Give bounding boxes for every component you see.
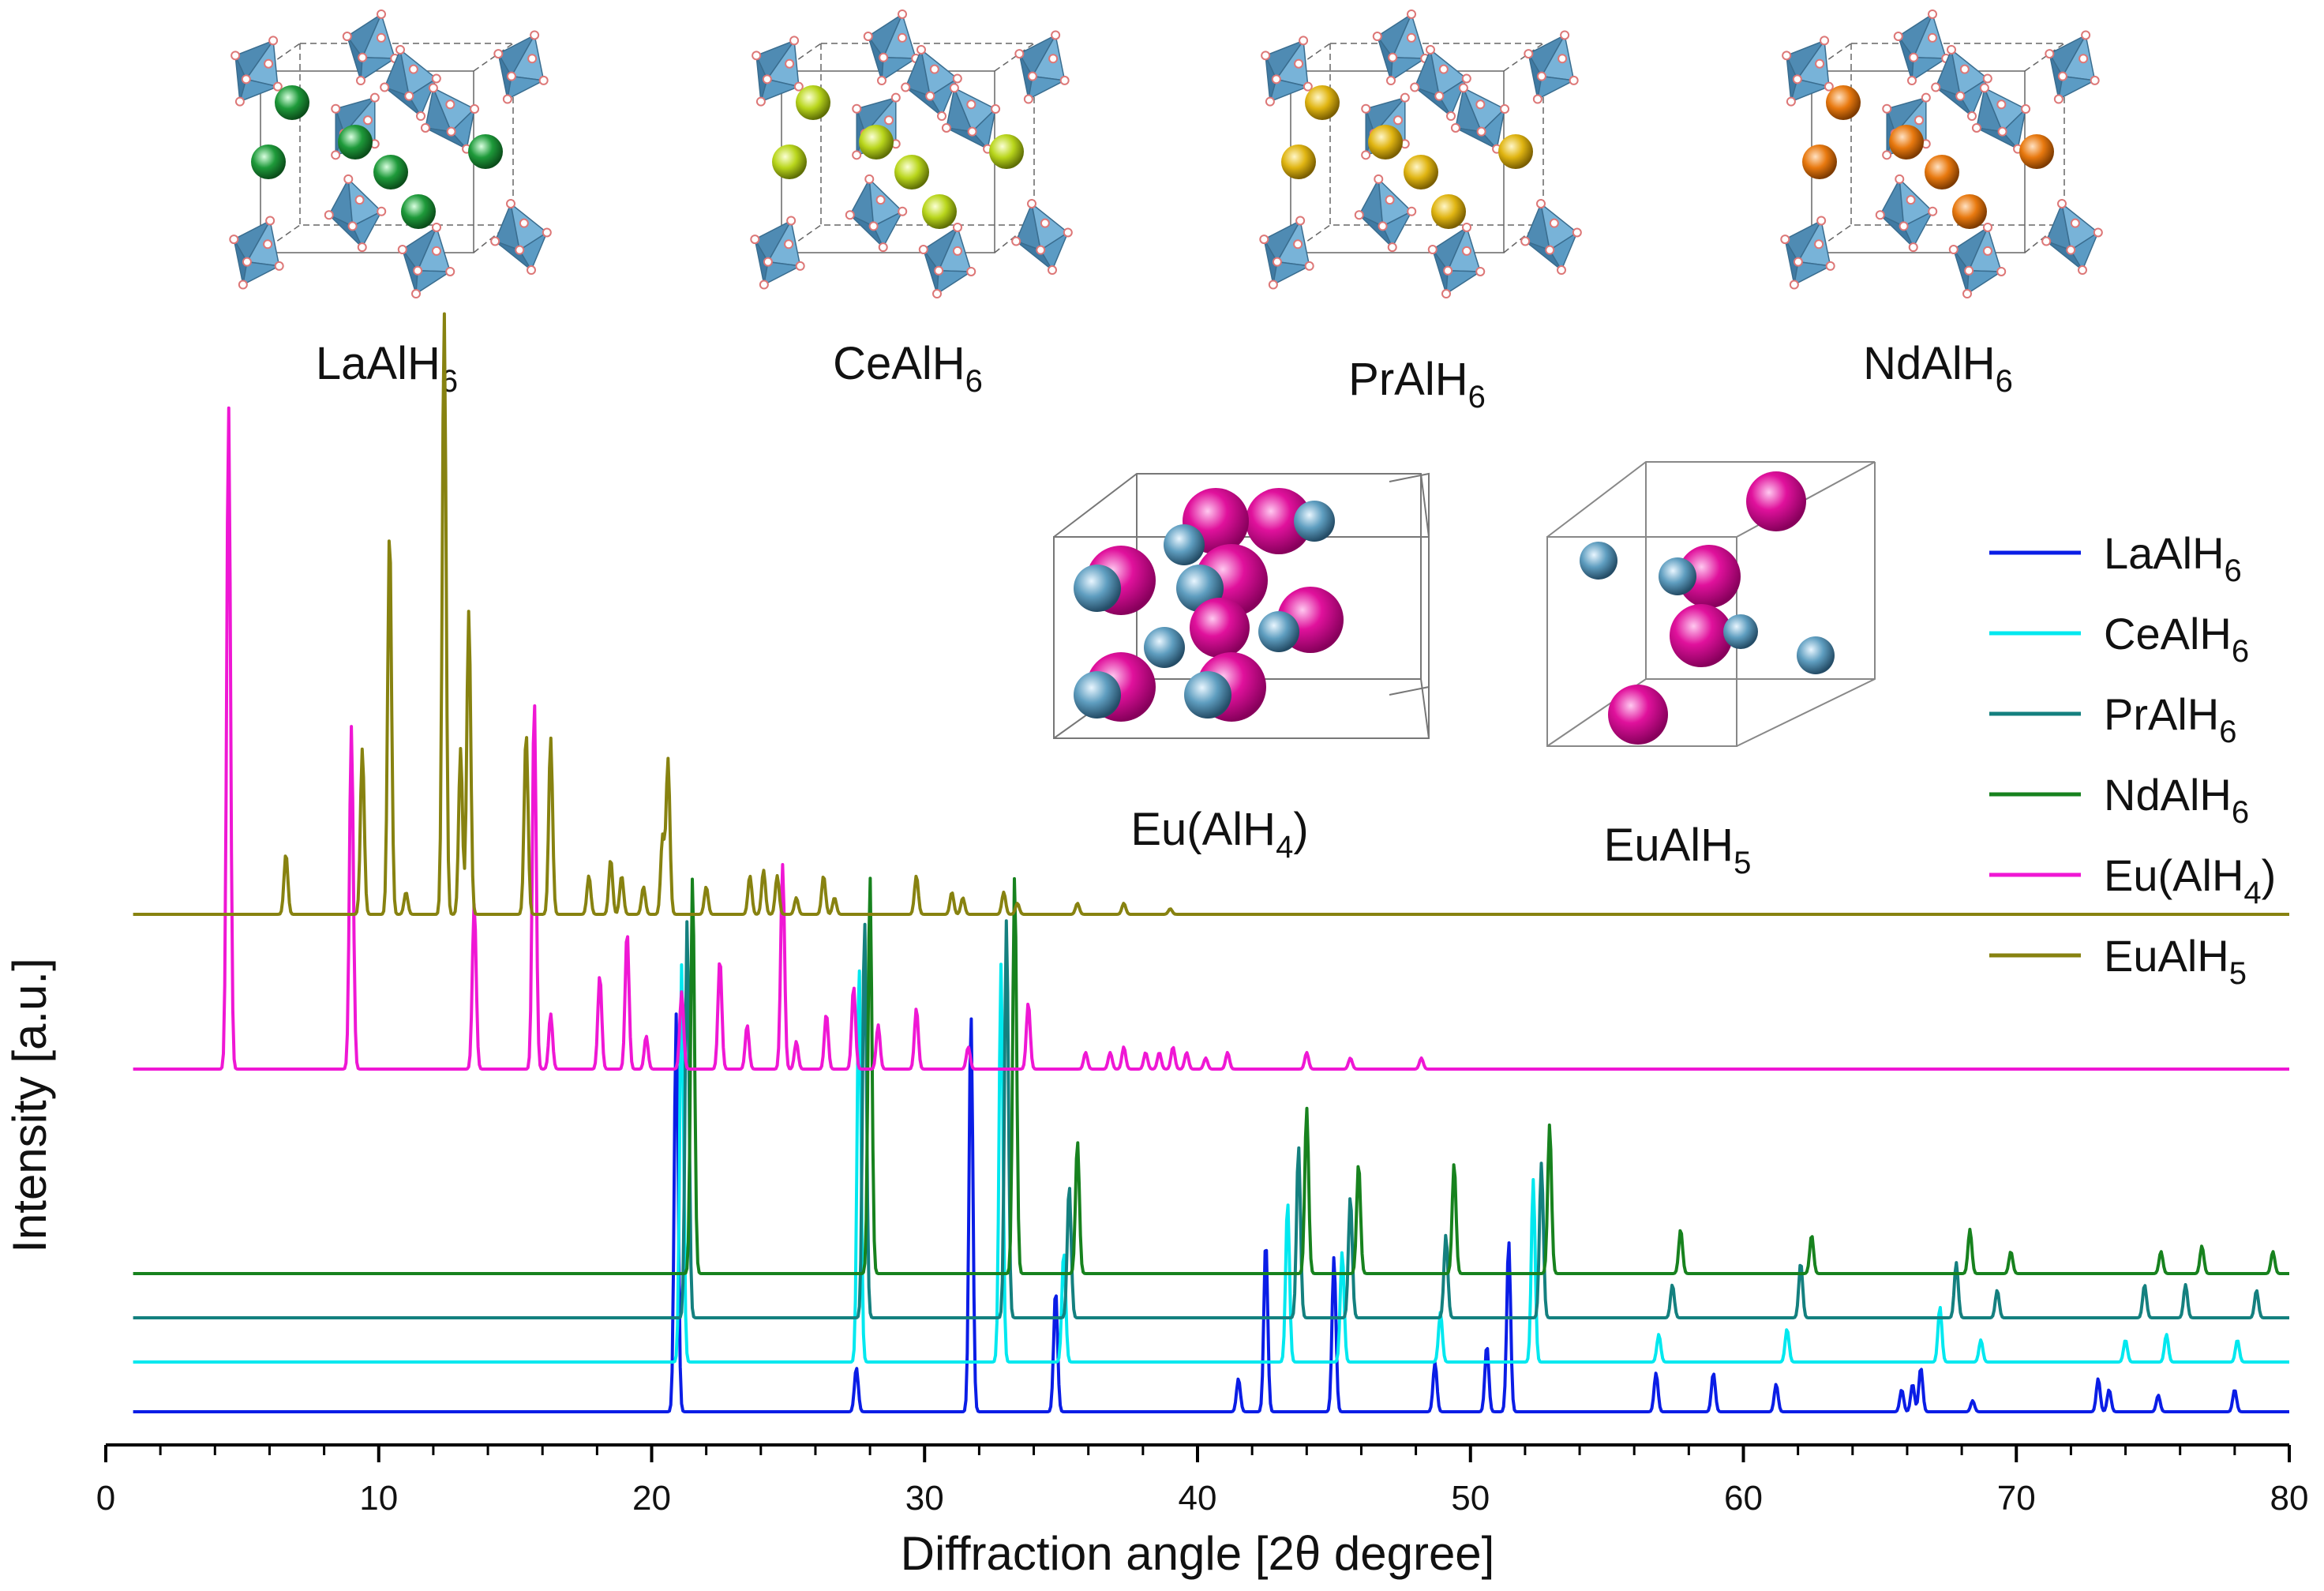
rare-earth-atom: [989, 134, 1024, 169]
x-tick-label: 20: [632, 1479, 671, 1518]
rare-earth-atom: [894, 155, 929, 189]
label-laalh6: LaAlH6: [316, 338, 458, 399]
rare-earth-atom: [1368, 125, 1403, 159]
rare-earth-atom: [1802, 144, 1837, 179]
legend-label: Eu(AlH4): [2104, 850, 2276, 910]
x-tick-label: 40: [1179, 1479, 1217, 1518]
x-tick-label: 10: [359, 1479, 398, 1518]
x-tick-label: 80: [2270, 1479, 2309, 1518]
series-line-4: [133, 406, 2290, 1071]
rare-earth-atom: [1281, 144, 1316, 179]
rare-earth-atom: [1404, 155, 1438, 189]
rare-earth-atom: [796, 85, 830, 120]
eu-atom: [1677, 545, 1741, 608]
eu-atom: [1190, 598, 1250, 658]
series-line-2: [133, 919, 2290, 1319]
x-tick-label: 0: [96, 1479, 115, 1518]
x-tick-label: 70: [1997, 1479, 2036, 1518]
series-line-3: [133, 876, 2290, 1275]
legend-label: PrAlH6: [2104, 689, 2236, 749]
eu-atom: [1746, 471, 1806, 531]
rare-earth-atom: [468, 134, 503, 169]
legend-label: NdAlH6: [2104, 770, 2249, 830]
label-pralh6: PrAlH6: [1348, 354, 1486, 415]
legend: LaAlH6 CeAlH6 PrAlH6 NdAlH6 Eu(AlH4) EuAlH5: [1989, 528, 2276, 991]
label-ndalh6: NdAlH6: [1863, 338, 2013, 399]
label-eualh4: Eu(AlH4): [1130, 804, 1308, 865]
al-atom: [1258, 611, 1299, 652]
rare-earth-atom: [859, 125, 894, 159]
x-tick-label: 60: [1724, 1479, 1763, 1518]
rare-earth-atom: [1431, 194, 1466, 229]
legend-label: CeAlH6: [2104, 609, 2249, 669]
legend-label: LaAlH6: [2104, 528, 2242, 588]
rare-earth-atom: [1925, 155, 1959, 189]
rare-earth-atom: [1305, 85, 1340, 120]
rare-earth-atom: [373, 155, 408, 189]
al-atom: [1580, 542, 1617, 580]
top-structure-labels: LaAlH6 CeAlH6 PrAlH6 NdAlH6: [316, 338, 2013, 415]
eualh4-atoms: [1074, 488, 1344, 722]
label-cealh6: CeAlH6: [833, 338, 983, 399]
label-eualh5: EuAlH5: [1604, 820, 1752, 880]
eu-atom: [1608, 685, 1668, 745]
al-atom: [1659, 557, 1696, 595]
rare-earth-atom: [251, 144, 286, 179]
x-axis: 0 10 20 30 40 50 60 70 80: [96, 1443, 2309, 1518]
structure-pr: [1259, 9, 1582, 299]
rare-earth-atom: [2019, 134, 2054, 169]
x-axis-ticks: [104, 1445, 2291, 1462]
al-atom: [1074, 565, 1121, 612]
rare-earth-atom: [401, 194, 436, 229]
rare-earth-atom: [1826, 85, 1861, 120]
rare-earth-atom: [772, 144, 807, 179]
series-line-1: [133, 962, 2290, 1364]
x-tick-label: 50: [1451, 1479, 1490, 1518]
rare-earth-atom: [275, 85, 309, 120]
diffraction-series: [133, 312, 2290, 1413]
eualh5-atoms: [1580, 471, 1835, 745]
structure-ce: [750, 9, 1073, 299]
y-axis-title: Intensity [a.u.]: [3, 958, 56, 1253]
rare-earth-atom: [338, 125, 373, 159]
eu-atom: [1246, 488, 1312, 554]
top-structure-panel: [229, 9, 2103, 299]
rare-earth-atom: [1889, 125, 1924, 159]
al-atom: [1184, 671, 1231, 719]
structure-la: [229, 9, 552, 299]
al-atom: [1723, 614, 1758, 649]
structure-nd: [1780, 9, 2103, 299]
al-atom: [1144, 627, 1185, 668]
eu-atom: [1670, 604, 1733, 667]
al-atom: [1294, 501, 1335, 542]
al-atom: [1164, 524, 1205, 565]
al-atom: [1074, 671, 1121, 719]
al-atom: [1797, 636, 1835, 674]
x-tick-label: 30: [905, 1479, 944, 1518]
series-line-0: [133, 1012, 2290, 1413]
rare-earth-atom: [1498, 134, 1533, 169]
legend-label: EuAlH5: [2104, 931, 2247, 991]
x-axis-tick-labels: 0 10 20 30 40 50 60 70 80: [96, 1479, 2309, 1518]
x-axis-title: Diffraction angle [2θ degree]: [901, 1527, 1495, 1580]
rare-earth-atom: [922, 194, 957, 229]
series-line-5: [133, 312, 2290, 916]
rare-earth-atom: [1952, 194, 1987, 229]
